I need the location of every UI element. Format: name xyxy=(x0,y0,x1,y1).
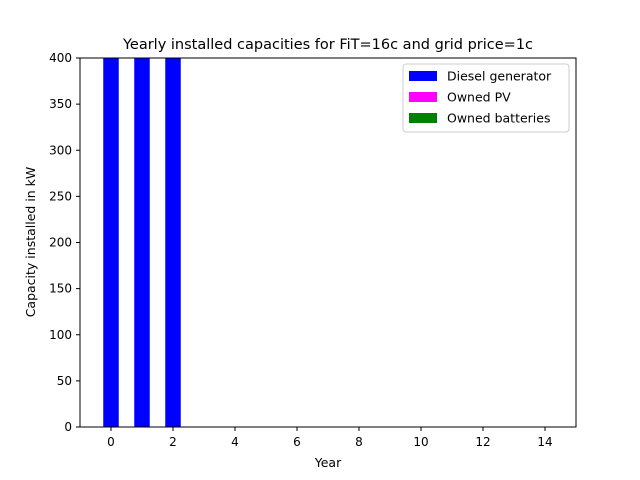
y-tick-label: 400 xyxy=(49,51,72,65)
y-tick-label: 250 xyxy=(49,189,72,203)
x-tick-label: 6 xyxy=(293,435,301,449)
x-tick-label: 8 xyxy=(355,435,363,449)
y-tick-label: 50 xyxy=(57,374,72,388)
bar-series-0-year-0 xyxy=(103,58,119,427)
legend-entry: Diesel generator xyxy=(447,69,552,84)
y-tick-label: 150 xyxy=(49,282,72,296)
legend-entry: Owned batteries xyxy=(447,111,551,126)
y-tick-label: 200 xyxy=(49,236,72,250)
legend: Diesel generator Owned PV Owned batteries xyxy=(402,63,570,133)
bars xyxy=(103,58,181,427)
y-tick-label: 0 xyxy=(64,420,72,434)
legend-entry: Owned PV xyxy=(447,90,511,105)
chart-title: Yearly installed capacities for FiT=16c … xyxy=(122,37,533,53)
x-axis: 0 2 4 6 8 10 12 14 xyxy=(107,427,553,449)
legend-box xyxy=(402,63,570,133)
legend-swatch xyxy=(409,92,437,102)
x-axis-label: Year xyxy=(314,455,342,470)
x-tick-label: 0 xyxy=(107,435,115,449)
x-tick-label: 2 xyxy=(169,435,177,449)
x-tick-label: 12 xyxy=(475,435,490,449)
y-axis-label: Capacity installed in kW xyxy=(23,167,38,318)
y-tick-label: 350 xyxy=(49,97,72,111)
y-tick-label: 100 xyxy=(49,328,72,342)
x-tick-label: 14 xyxy=(537,435,552,449)
bar-series-0-year-2 xyxy=(165,58,181,427)
plot-area: 0 2 4 6 8 10 12 14 0 50 100 150 200 250 300 350 400 xyxy=(49,51,577,449)
legend-swatch xyxy=(409,71,437,81)
legend-swatch xyxy=(409,113,437,123)
y-tick-label: 300 xyxy=(49,143,72,157)
y-axis: 0 50 100 150 200 250 300 350 400 xyxy=(49,51,80,434)
plot-frame xyxy=(79,57,577,428)
bar-series-0-year-1 xyxy=(134,58,150,427)
x-tick-label: 4 xyxy=(231,435,239,449)
x-tick-label: 10 xyxy=(413,435,428,449)
